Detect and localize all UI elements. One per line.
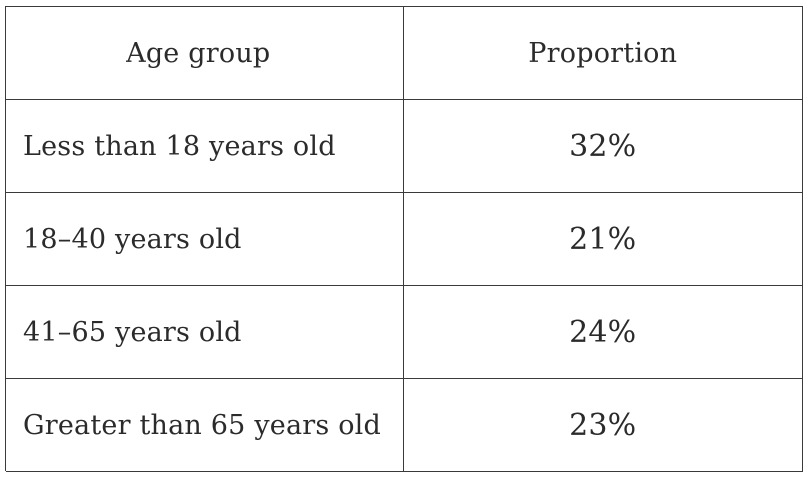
age-group-cell: Greater than 65 years old xyxy=(6,379,404,471)
proportion-cell: 21% xyxy=(404,193,803,285)
proportion-cell: 23% xyxy=(404,379,803,471)
proportion-cell: 32% xyxy=(404,100,803,192)
table-row: 18–40 years old 21% xyxy=(6,193,803,286)
header-proportion: Proportion xyxy=(404,7,803,99)
table-row: 41–65 years old 24% xyxy=(6,286,803,379)
age-proportion-table: Age group Proportion Less than 18 years … xyxy=(5,6,803,472)
table-row: Less than 18 years old 32% xyxy=(6,100,803,193)
age-group-cell: 18–40 years old xyxy=(6,193,404,285)
proportion-cell: 24% xyxy=(404,286,803,378)
table-header-row: Age group Proportion xyxy=(6,7,803,100)
header-age-group: Age group xyxy=(6,7,404,99)
age-group-cell: Less than 18 years old xyxy=(6,100,404,192)
table-row: Greater than 65 years old 23% xyxy=(6,379,803,472)
age-group-cell: 41–65 years old xyxy=(6,286,404,378)
